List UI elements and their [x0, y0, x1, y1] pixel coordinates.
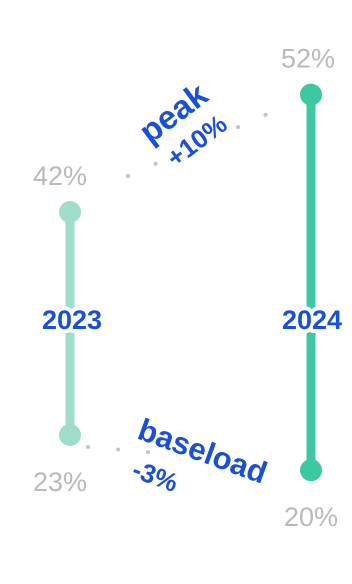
low-point-2024 [300, 459, 322, 482]
baseload-annotation: baseload -3% [124, 408, 275, 502]
peak-annotation: peak +10% [128, 71, 237, 177]
high-value-label-2023: 42% [33, 161, 87, 191]
baseload-change-label: -3% [128, 454, 182, 498]
low-value-label-2024: 20% [284, 502, 338, 532]
peak-connector-line [126, 100, 295, 178]
year-label-2024: 2024 [282, 305, 342, 335]
low-point-2023 [59, 424, 81, 446]
high-value-label-2024: 52% [281, 44, 335, 74]
low-value-label-2023: 23% [33, 467, 87, 497]
year-label-2023: 2023 [42, 305, 102, 335]
high-point-2023 [59, 201, 81, 223]
high-point-2024 [300, 83, 322, 106]
